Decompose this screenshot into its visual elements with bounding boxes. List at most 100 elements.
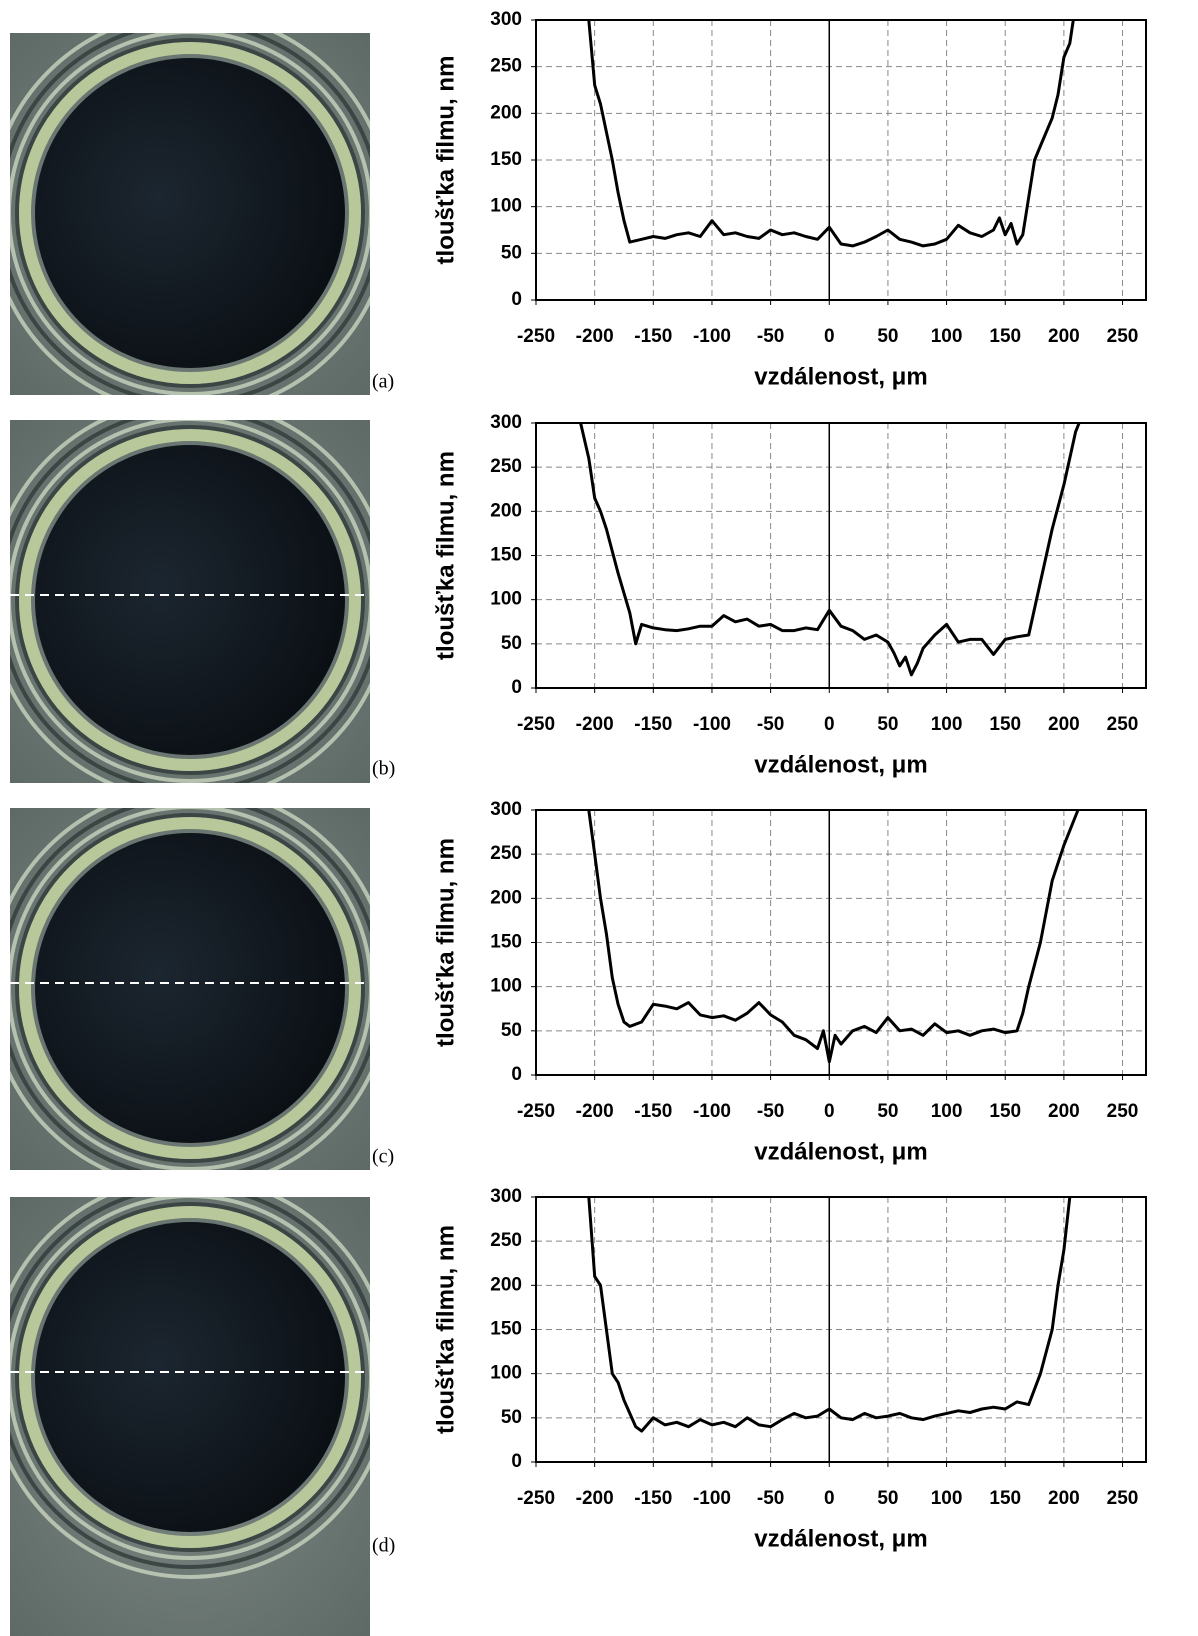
y-tick-label: 50 [501, 242, 522, 263]
y-tick-label: 200 [490, 1274, 522, 1295]
y-tick-label: 150 [490, 1319, 522, 1340]
x-axis-title: vzdálenost, μm [754, 751, 927, 778]
fringe [10, 33, 370, 395]
x-tick-label: -200 [576, 714, 614, 735]
x-tick-label: 150 [989, 1488, 1021, 1509]
x-tick-label: 0 [824, 326, 835, 347]
x-tick-label: -200 [576, 1488, 614, 1509]
photo-content [10, 1197, 370, 1636]
x-tick-label: -150 [634, 326, 672, 347]
y-tick-label: 50 [501, 1407, 522, 1428]
photo [10, 808, 370, 1170]
x-tick-label: 50 [877, 1488, 898, 1509]
profile-line [587, 809, 1080, 1064]
x-tick-label: 0 [824, 714, 835, 735]
x-tick-label: -200 [576, 1101, 614, 1122]
panel-label: (a) [372, 371, 394, 393]
x-tick-label: 50 [877, 714, 898, 735]
x-tick-label: -250 [517, 714, 555, 735]
panel-label: (b) [372, 758, 395, 780]
y-axis-title: tloušťka filmu, nm [432, 1225, 459, 1434]
profile-line [587, 19, 1075, 248]
fringe [15, 425, 365, 775]
fringe [10, 1197, 370, 1569]
x-tick-label: 250 [1107, 326, 1139, 347]
profile-line [587, 1196, 1072, 1433]
profile-line [579, 422, 1081, 677]
x-tick-label: -150 [634, 1101, 672, 1122]
x-tick-label: -50 [757, 1101, 784, 1122]
photo [10, 33, 370, 395]
x-tick-label: 0 [824, 1488, 835, 1509]
contact [35, 833, 345, 1143]
photo-content [10, 420, 370, 783]
photo [10, 1197, 370, 1636]
contact [35, 445, 345, 755]
x-tick-label: 150 [989, 714, 1021, 735]
x-tick-label: -50 [757, 714, 784, 735]
y-tick-label: 100 [490, 589, 522, 610]
y-tick-label: 100 [490, 1363, 522, 1384]
plot-frame [535, 422, 1147, 689]
x-tick-label: 0 [824, 1101, 835, 1122]
x-tick-label: 200 [1048, 326, 1080, 347]
x-tick-label: -50 [757, 1488, 784, 1509]
x-tick-label: -250 [517, 1488, 555, 1509]
x-tick-label: -100 [693, 1488, 731, 1509]
bright-ring [19, 429, 361, 771]
contact [35, 1222, 345, 1532]
x-tick-label: 200 [1048, 714, 1080, 735]
y-tick-label: 300 [490, 9, 522, 30]
photo-content [10, 808, 370, 1170]
y-tick-label: 200 [490, 500, 522, 521]
y-tick-label: 250 [490, 56, 522, 77]
x-tick-label: 250 [1107, 1488, 1139, 1509]
y-axis-title: tloušťka filmu, nm [432, 838, 459, 1047]
x-tick-label: 250 [1107, 1101, 1139, 1122]
x-tick-label: 100 [931, 1488, 963, 1509]
plot-frame [535, 1196, 1147, 1463]
y-tick-label: 0 [511, 677, 522, 698]
x-tick-label: -250 [517, 1101, 555, 1122]
x-tick-label: -250 [517, 326, 555, 347]
y-tick-label: 300 [490, 1186, 522, 1207]
x-tick-label: 200 [1048, 1101, 1080, 1122]
y-tick-label: 100 [490, 196, 522, 217]
panel-label: (c) [372, 1146, 394, 1168]
x-tick-label: -50 [757, 326, 784, 347]
x-tick-label: -100 [693, 714, 731, 735]
photo [10, 420, 370, 783]
y-tick-label: 100 [490, 976, 522, 997]
x-tick-label: -150 [634, 714, 672, 735]
y-tick-label: 300 [490, 412, 522, 433]
y-tick-label: 50 [501, 633, 522, 654]
y-tick-label: 250 [490, 1230, 522, 1251]
plot-frame [535, 19, 1147, 301]
fringe [10, 808, 370, 1170]
x-tick-label: 50 [877, 326, 898, 347]
photo-content [10, 33, 370, 395]
fringe [15, 1202, 365, 1552]
x-tick-label: 200 [1048, 1488, 1080, 1509]
y-tick-label: 50 [501, 1020, 522, 1041]
x-axis-title: vzdálenost, μm [754, 1138, 927, 1165]
y-tick-label: 300 [490, 799, 522, 820]
y-tick-label: 150 [490, 149, 522, 170]
bright-ring [19, 42, 361, 384]
fringe [10, 420, 370, 783]
y-tick-label: 200 [490, 102, 522, 123]
x-tick-label: -100 [693, 326, 731, 347]
x-axis-title: vzdálenost, μm [754, 1525, 927, 1552]
y-tick-label: 250 [490, 456, 522, 477]
contact [35, 58, 345, 368]
x-tick-label: -200 [576, 326, 614, 347]
x-tick-label: 100 [931, 1101, 963, 1122]
y-tick-label: 0 [511, 1064, 522, 1085]
x-tick-label: -100 [693, 1101, 731, 1122]
fringe [10, 1197, 370, 1560]
bright-ring [19, 1206, 361, 1548]
y-tick-label: 0 [511, 289, 522, 310]
x-axis-title: vzdálenost, μm [754, 363, 927, 390]
y-tick-label: 150 [490, 545, 522, 566]
